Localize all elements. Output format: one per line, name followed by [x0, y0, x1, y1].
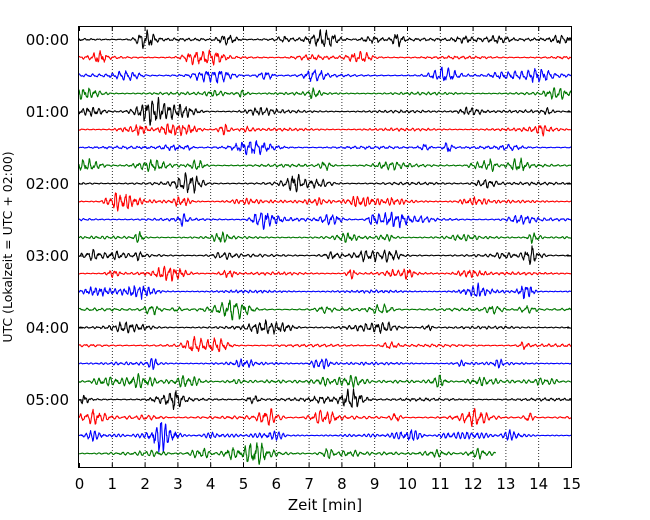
x-tick-label: 6 — [272, 475, 282, 493]
x-tick-label: 8 — [337, 475, 347, 493]
x-tick-label: 3 — [173, 475, 183, 493]
seismic-traces — [78, 29, 572, 465]
plot-frame — [78, 26, 572, 468]
x-tick-label: 9 — [370, 475, 380, 493]
trace-0400 — [78, 319, 572, 335]
trace-0530 — [78, 422, 572, 453]
x-tick-label: 4 — [206, 475, 216, 493]
x-tick-label: 5 — [239, 475, 249, 493]
y-tick-label: 00:00 — [26, 31, 69, 49]
y-tick-label: 04:00 — [26, 319, 69, 337]
trace-0100 — [78, 96, 572, 126]
y-tick-label: 02:00 — [26, 175, 69, 193]
trace-0130 — [78, 140, 572, 156]
x-axis-label: Zeit [min] — [288, 496, 362, 514]
trace-0000 — [78, 29, 572, 50]
x-tick-label: 10 — [398, 475, 417, 493]
trace-0215 — [78, 192, 572, 212]
grid-lines — [111, 27, 540, 467]
trace-0415 — [78, 335, 572, 353]
y-axis-label: UTC (Lokalzeit = UTC + 02:00) — [0, 151, 15, 342]
trace-0045 — [78, 87, 572, 100]
x-tick-label: 12 — [464, 475, 483, 493]
y-tick-label: 05:00 — [26, 391, 69, 409]
trace-0545 — [78, 442, 497, 465]
trace-0230 — [78, 211, 572, 230]
trace-0245 — [78, 231, 572, 244]
x-tick-label: 0 — [75, 475, 85, 493]
trace-0500 — [78, 388, 572, 411]
trace-0345 — [78, 299, 572, 321]
x-tick-label: 7 — [304, 475, 314, 493]
trace-0015 — [78, 49, 572, 66]
x-axis-ticks: 0 1 2 3 4 5 6 7 8 9 10 11 12 13 14 15 — [75, 27, 581, 493]
x-tick-label: 1 — [108, 475, 118, 493]
trace-0115 — [78, 123, 572, 137]
trace-0515 — [78, 407, 572, 427]
x-tick-label: 14 — [529, 475, 548, 493]
trace-0030 — [78, 66, 572, 84]
trace-0315 — [78, 265, 572, 282]
trace-0445 — [78, 373, 572, 389]
trace-0430 — [78, 357, 572, 371]
x-tick-label: 15 — [562, 475, 581, 493]
y-tick-label: 03:00 — [26, 247, 69, 265]
y-axis-ticks: 00:00 01:00 02:00 03:00 04:00 05:00 — [26, 31, 571, 409]
x-tick-label: 13 — [496, 475, 515, 493]
x-tick-label: 2 — [140, 475, 150, 493]
trace-0200 — [78, 172, 572, 194]
y-tick-label: 01:00 — [26, 103, 69, 121]
trace-0145 — [78, 157, 572, 173]
trace-0300 — [78, 245, 572, 265]
x-tick-label: 11 — [431, 475, 450, 493]
trace-0330 — [78, 282, 572, 300]
